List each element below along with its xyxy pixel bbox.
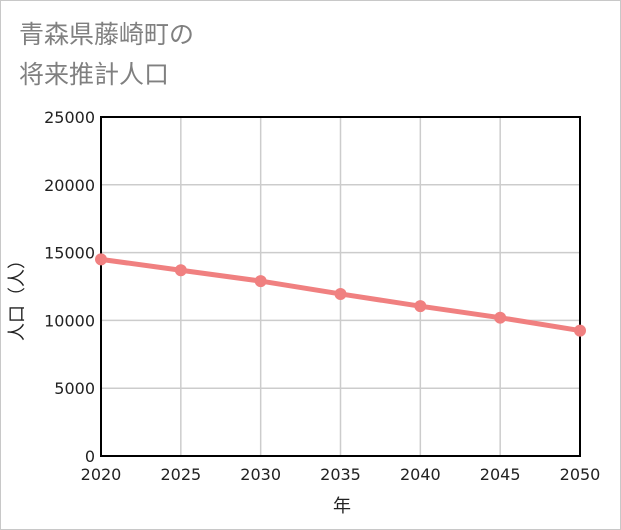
chart-title-line-1: 青森県藤崎町の [19,20,195,49]
chart-title: 青森県藤崎町の 将来推計人口 [19,15,194,95]
x-tick-label: 2030 [240,465,281,484]
data-point [334,287,347,300]
plot-area [100,116,581,457]
y-tick-labels: 0 5000 10000 15000 20000 25000 [44,108,95,466]
series-group [95,253,586,337]
x-tick-label: 2045 [480,465,521,484]
data-point [95,253,107,266]
x-tick-label: 2035 [320,465,361,484]
x-tick-label: 2040 [400,465,441,484]
x-tick-label: 2020 [81,465,122,484]
grid-lines [100,116,581,457]
y-tick-label: 10000 [44,311,95,330]
y-tick-label: 25000 [44,108,95,127]
y-tick-label: 20000 [44,176,95,195]
x-tick-label: 2050 [560,465,601,484]
x-axis-title: 年 [333,496,351,517]
x-tick-label: 2025 [160,465,201,484]
y-axis-title: 人口（人） [7,251,28,341]
data-point [174,264,187,277]
y-tick-label: 5000 [54,379,95,398]
y-tick-label: 15000 [44,244,95,263]
data-point [574,324,586,337]
data-point [414,300,427,313]
data-point [494,311,507,324]
x-tick-labels: 2020 2025 2030 2035 2040 2045 2050 [81,465,601,484]
chart-title-line-2: 将来推計人口 [19,60,170,89]
data-point [254,275,267,288]
y-tick-label: 0 [85,447,95,466]
